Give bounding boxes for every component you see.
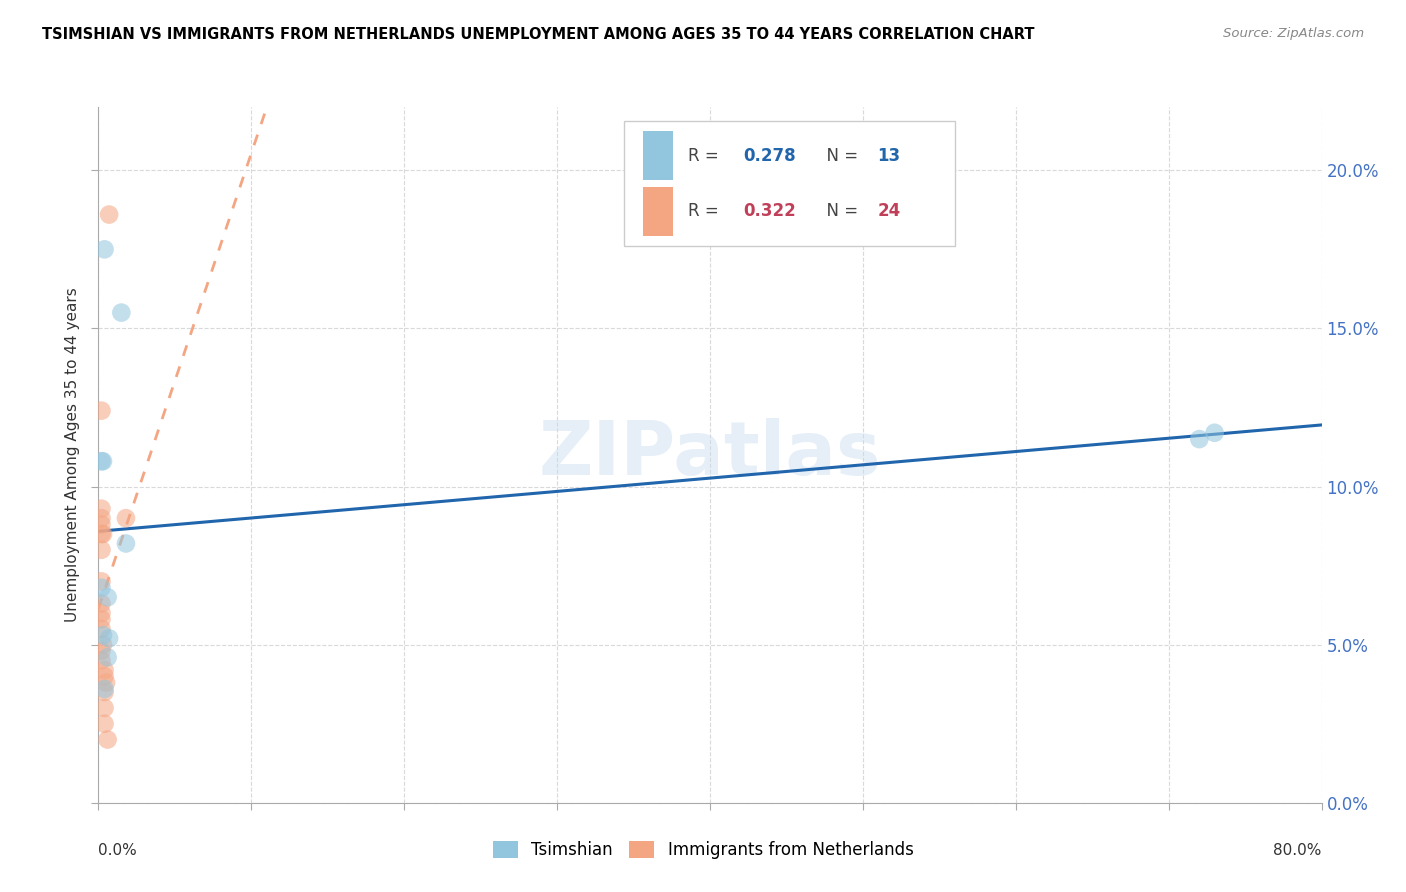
Point	[90, 454, 112, 468]
Text: ZIPatlas: ZIPatlas	[538, 418, 882, 491]
Point	[110, 305, 132, 319]
Point	[97, 591, 120, 605]
Text: 80.0%: 80.0%	[1274, 843, 1322, 858]
Point	[93, 681, 115, 696]
Point	[93, 685, 115, 699]
Point	[93, 243, 115, 257]
Point	[93, 669, 115, 683]
Point	[98, 208, 121, 222]
Point	[91, 454, 114, 468]
Text: 24: 24	[877, 202, 901, 220]
Point	[91, 527, 114, 541]
Bar	[643, 187, 673, 235]
Text: Source: ZipAtlas.com: Source: ZipAtlas.com	[1223, 27, 1364, 40]
Point	[93, 716, 115, 731]
Text: N =: N =	[817, 147, 863, 165]
Point	[90, 612, 112, 626]
Point	[91, 628, 114, 642]
Point	[115, 511, 138, 525]
Point	[115, 536, 138, 550]
Point	[98, 632, 121, 646]
Point	[93, 663, 115, 677]
Text: 0.278: 0.278	[742, 147, 796, 165]
Point	[90, 622, 112, 636]
Point	[90, 501, 112, 516]
Point	[97, 732, 120, 747]
Text: R =: R =	[688, 147, 724, 165]
Text: TSIMSHIAN VS IMMIGRANTS FROM NETHERLANDS UNEMPLOYMENT AMONG AGES 35 TO 44 YEARS : TSIMSHIAN VS IMMIGRANTS FROM NETHERLANDS…	[42, 27, 1035, 42]
Point	[91, 638, 114, 652]
Point	[90, 517, 112, 532]
Text: N =: N =	[817, 202, 863, 220]
FancyBboxPatch shape	[624, 121, 955, 246]
Point	[97, 650, 120, 665]
Legend: Tsimshian, Immigrants from Netherlands: Tsimshian, Immigrants from Netherlands	[486, 834, 920, 866]
Point	[94, 675, 117, 690]
Text: R =: R =	[688, 202, 724, 220]
Point	[90, 653, 112, 667]
Point	[90, 511, 112, 525]
Point	[90, 527, 112, 541]
Point	[90, 597, 112, 611]
Text: 13: 13	[877, 147, 901, 165]
Point	[90, 403, 112, 417]
Point	[90, 644, 112, 658]
Point	[90, 574, 112, 589]
Point	[1204, 425, 1226, 440]
Point	[90, 542, 112, 557]
Point	[90, 581, 112, 595]
Text: 0.0%: 0.0%	[98, 843, 138, 858]
Point	[1188, 432, 1211, 446]
Point	[93, 701, 115, 715]
Bar	[643, 131, 673, 180]
Point	[90, 606, 112, 620]
Y-axis label: Unemployment Among Ages 35 to 44 years: Unemployment Among Ages 35 to 44 years	[65, 287, 80, 623]
Text: 0.322: 0.322	[742, 202, 796, 220]
